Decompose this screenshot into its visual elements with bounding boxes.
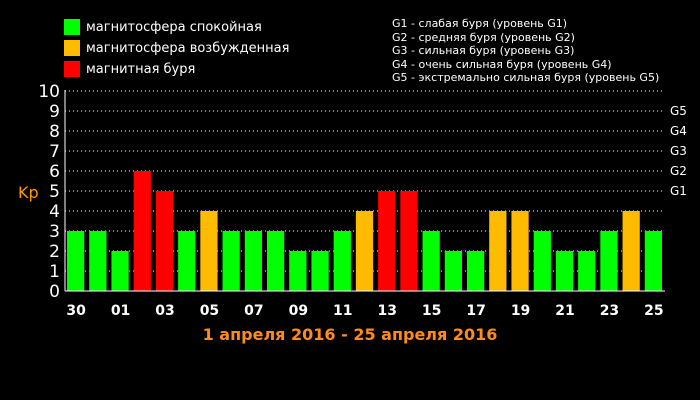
bar-01 bbox=[111, 251, 129, 291]
bar-13 bbox=[378, 191, 396, 291]
bar-21 bbox=[555, 251, 574, 291]
x-tick-label: 13 bbox=[377, 303, 396, 319]
storm-level-g5: G5 - экстремально сильная буря (уровень … bbox=[392, 71, 660, 84]
x-tick-label: 09 bbox=[289, 303, 308, 319]
y-tick-label: 5 bbox=[49, 182, 60, 202]
bar-24 bbox=[622, 211, 640, 291]
x-tick-label: 07 bbox=[244, 303, 263, 319]
right-tick-label-g4: G4 bbox=[670, 124, 687, 138]
bar-10 bbox=[311, 251, 329, 291]
x-tick-label: 03 bbox=[155, 303, 174, 319]
bar-20 bbox=[533, 231, 551, 291]
x-tick-label: 21 bbox=[555, 303, 574, 319]
storm-level-g1: G1 - слабая буря (уровень G1) bbox=[392, 17, 568, 30]
x-tick-label: 01 bbox=[111, 303, 130, 319]
legend-item-excited: магнитосфера возбужденная bbox=[64, 39, 289, 57]
x-tick-label: 25 bbox=[644, 303, 663, 319]
bar-11 bbox=[333, 231, 351, 291]
right-tick-label-g1: G1 bbox=[670, 184, 687, 198]
storm-level-g3: G3 - сильная буря (уровень G3) bbox=[392, 44, 575, 57]
bar-03 bbox=[155, 191, 174, 291]
y-tick-label: 4 bbox=[49, 202, 60, 222]
y-tick-label: 9 bbox=[49, 102, 60, 122]
y-axis-label: Kp bbox=[18, 183, 39, 202]
x-tick-label: 23 bbox=[600, 303, 619, 319]
bar-02 bbox=[133, 171, 151, 291]
legend-swatch-quiet bbox=[64, 19, 80, 35]
legend-swatch-storm bbox=[64, 61, 80, 77]
y-tick-label: 0 bbox=[49, 282, 60, 302]
legend-label-quiet: магнитосфера спокойная bbox=[86, 19, 262, 35]
y-tick-label: 1 bbox=[49, 262, 60, 282]
legend-label-storm: магнитная буря bbox=[86, 61, 196, 77]
bar-25 bbox=[644, 231, 662, 291]
x-tick-label: 15 bbox=[422, 303, 441, 319]
bar-22 bbox=[578, 251, 596, 291]
bar-14 bbox=[400, 191, 418, 291]
bar-17 bbox=[467, 251, 485, 291]
bar-15 bbox=[422, 231, 440, 291]
bar-23 bbox=[600, 231, 618, 291]
storm-level-g2: G2 - средняя буря (уровень G2) bbox=[392, 30, 575, 44]
legend-swatch-excited bbox=[64, 40, 80, 56]
x-tick-label: 19 bbox=[511, 303, 530, 319]
right-tick-label-g3: G3 bbox=[670, 144, 687, 158]
y-tick-label: 10 bbox=[38, 82, 60, 102]
bar-07 bbox=[244, 231, 262, 291]
bar-30 bbox=[67, 231, 85, 291]
bar-09 bbox=[289, 251, 307, 291]
bar-31 bbox=[89, 231, 107, 291]
y-tick-label: 8 bbox=[49, 122, 60, 142]
y-tick-label: 2 bbox=[49, 242, 60, 262]
y-tick-label: 7 bbox=[49, 142, 60, 162]
y-tick-label: 3 bbox=[49, 222, 60, 242]
bar-08 bbox=[267, 231, 285, 291]
x-tick-label: 17 bbox=[466, 303, 485, 319]
bar-18 bbox=[489, 211, 507, 291]
legend-item-quiet: магнитосфера спокойная bbox=[64, 18, 262, 36]
bar-05 bbox=[200, 211, 218, 291]
y-tick-label: 6 bbox=[49, 162, 60, 182]
right-tick-label-g2: G2 bbox=[670, 164, 687, 178]
storm-level-list: G1 - слабая буря (уровень G1) G2 - средн… bbox=[392, 17, 659, 85]
legend-item-storm: магнитная буря bbox=[64, 60, 195, 78]
x-tick-label: 11 bbox=[333, 303, 352, 319]
bar-04 bbox=[178, 231, 196, 291]
right-tick-label-g5: G5 bbox=[670, 104, 687, 118]
bar-19 bbox=[511, 211, 529, 291]
bar-06 bbox=[222, 231, 240, 291]
storm-level-g4: G4 - очень сильная буря (уровень G4) bbox=[392, 57, 612, 71]
bar-16 bbox=[444, 251, 462, 291]
chart-period-title: 1 апреля 2016 - 25 апреля 2016 bbox=[202, 325, 498, 344]
x-tick-label: 05 bbox=[200, 303, 219, 319]
bar-12 bbox=[355, 211, 374, 291]
x-tick-label: 30 bbox=[66, 303, 86, 319]
legend-label-excited: магнитосфера возбужденная bbox=[86, 40, 290, 56]
